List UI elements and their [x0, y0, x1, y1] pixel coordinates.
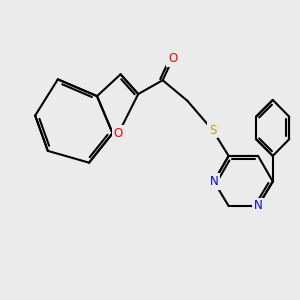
Text: N: N [254, 200, 262, 212]
Text: S: S [209, 124, 216, 137]
Text: N: N [209, 175, 218, 188]
Text: O: O [114, 127, 123, 140]
Text: O: O [168, 52, 177, 65]
